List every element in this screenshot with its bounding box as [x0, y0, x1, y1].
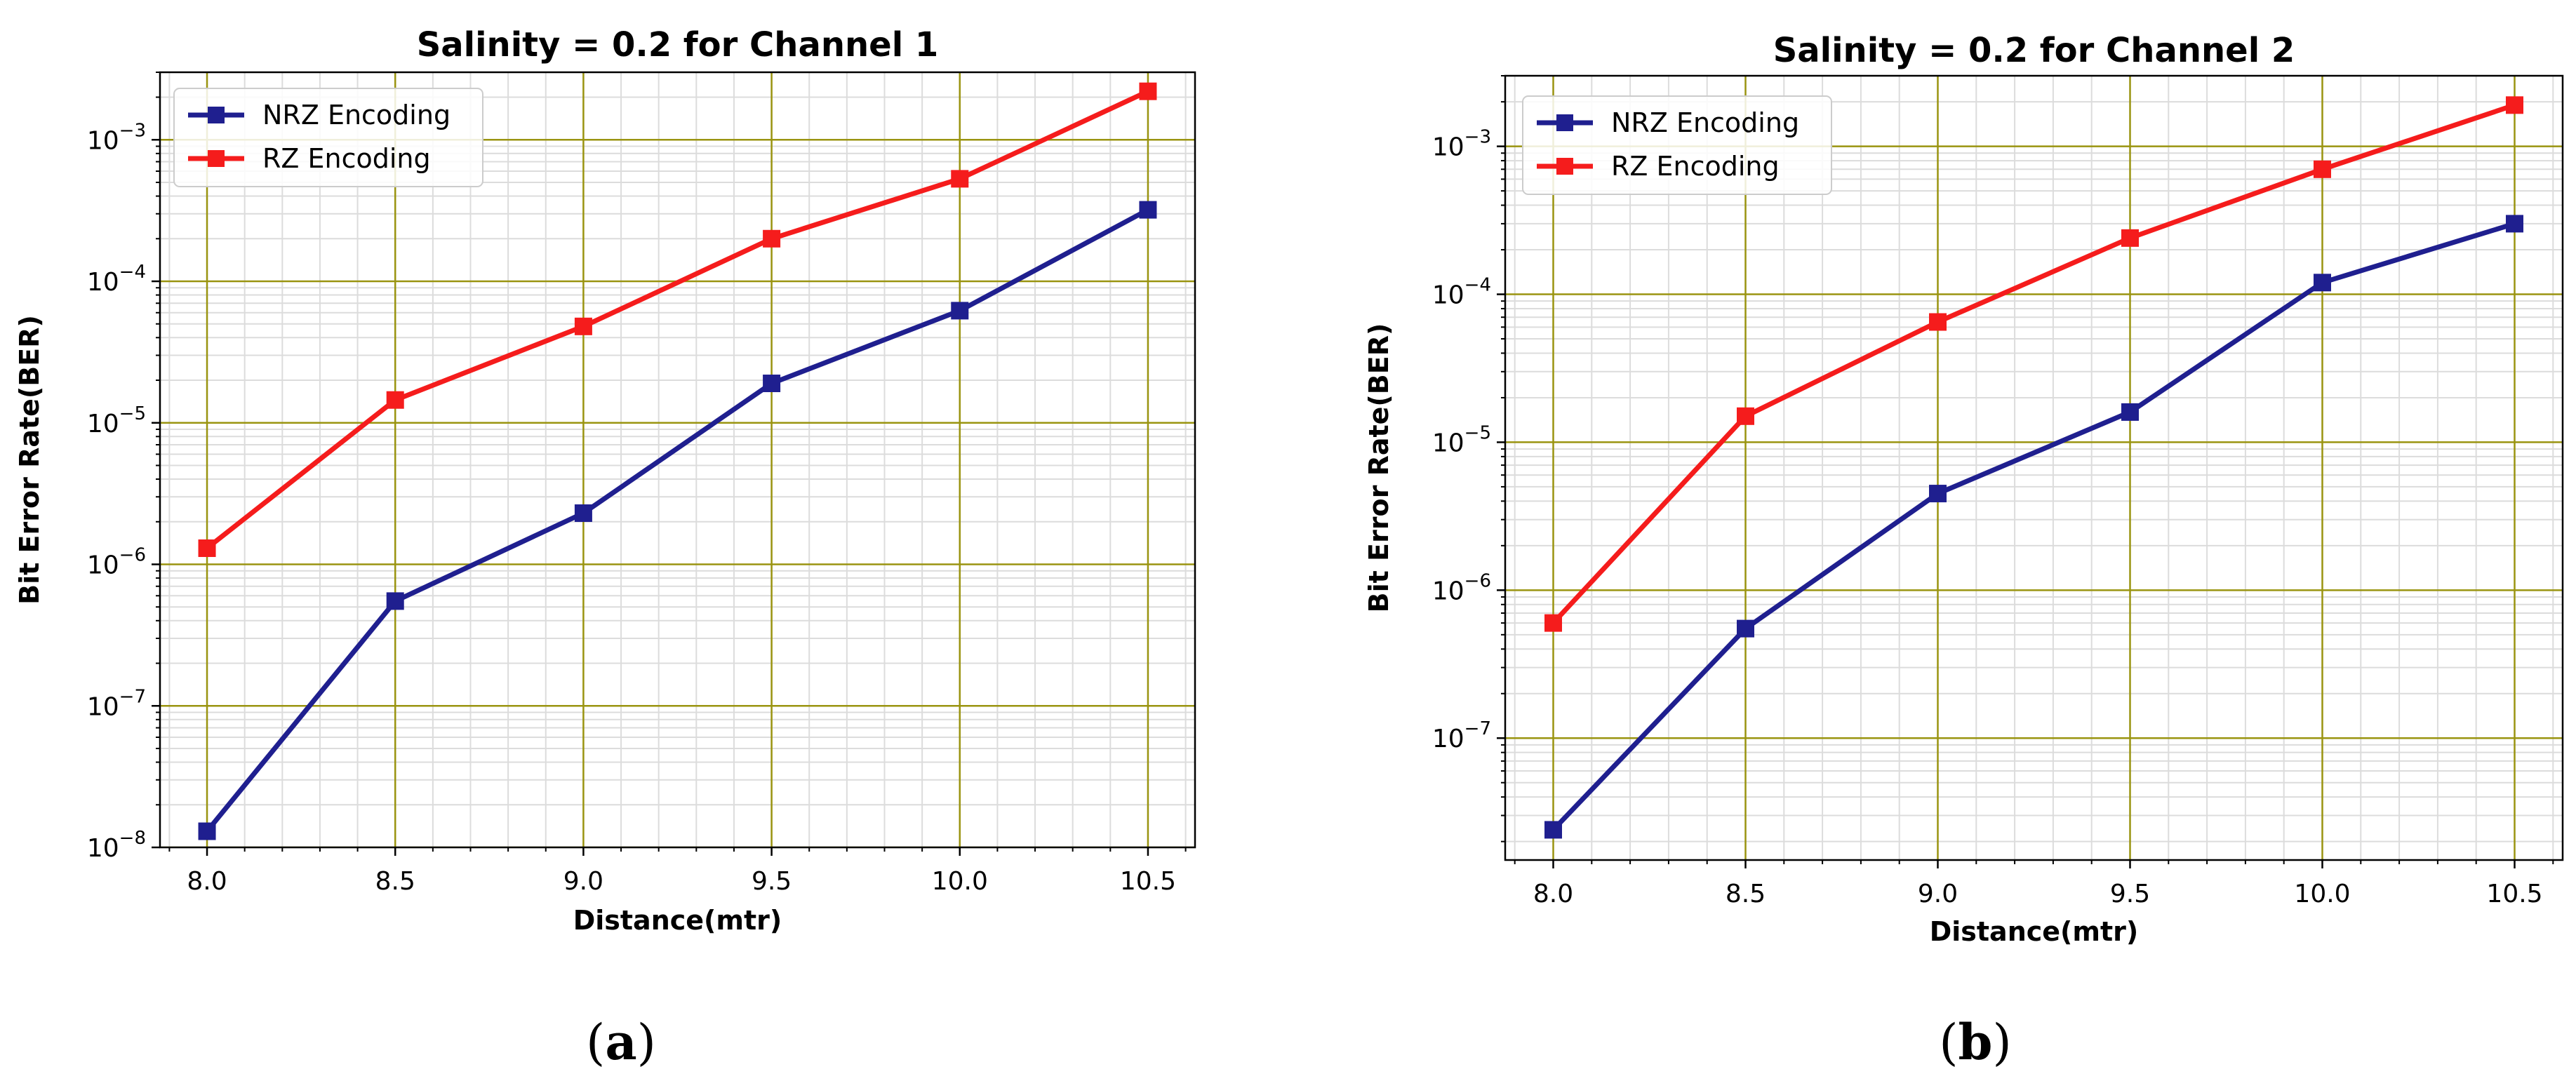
y-tick-label: 10−6: [87, 545, 146, 580]
data-point: [2121, 229, 2139, 247]
y-tick-label: 10−4: [87, 262, 146, 297]
legend-marker: [1556, 158, 1573, 175]
data-point: [951, 170, 969, 188]
chart-panel-1: 8.0 8.5 9.0 9.5 10.0 10.5 10−8 10−7 10−6 10−5 10−4…: [14, 25, 1196, 936]
x-tick-label: 10.0: [932, 867, 988, 896]
x-tick-label: 8.0: [187, 867, 227, 896]
x-tick-label: 10.5: [2486, 880, 2542, 908]
x-tick-label: 9.5: [2110, 880, 2150, 908]
series-line: [1551, 221, 2516, 832]
series-rz: [198, 82, 1157, 558]
legend-box: [173, 88, 483, 187]
series-nrz: [1544, 215, 2523, 839]
data-point: [2506, 215, 2523, 233]
y-tick-label: 10−4: [1432, 275, 1491, 310]
data-point: [386, 592, 404, 610]
series-rz: [1544, 96, 2523, 632]
x-tick-label: 9.5: [752, 867, 792, 896]
x-axis-title: Distance(mtr): [1930, 916, 2139, 947]
data-point: [2121, 403, 2139, 421]
chart-title: Salinity = 0.2 for Channel 2: [1773, 31, 2295, 70]
data-point: [386, 391, 404, 409]
legend-label: NRZ Encoding: [1611, 107, 1799, 138]
legend: NRZ Encoding RZ Encoding: [1522, 95, 1832, 195]
x-tick-label: 8.0: [1533, 880, 1573, 908]
data-point: [574, 504, 592, 523]
data-point: [1139, 82, 1157, 100]
x-tick-label: 9.0: [563, 867, 603, 896]
panel-label: (b): [1939, 1013, 2012, 1071]
y-tick-label: 10−3: [87, 120, 146, 155]
x-tick-label: 8.5: [375, 867, 415, 896]
y-axis-title: Bit Error Rate(BER): [1363, 323, 1394, 613]
data-point: [763, 229, 781, 248]
x-axis-title: Distance(mtr): [573, 905, 782, 936]
x-tick-label: 8.5: [1726, 880, 1766, 908]
y-tick-label: 10−5: [1432, 422, 1491, 457]
series-line: [205, 208, 1149, 833]
grid: [1505, 76, 2563, 860]
series-line: [1551, 102, 2516, 625]
legend-label: NRZ Encoding: [262, 100, 451, 130]
y-axis-title: Bit Error Rate(BER): [14, 315, 45, 605]
y-tick-label: 10−6: [1432, 570, 1491, 605]
data-point: [2314, 160, 2331, 178]
panel-label: (a): [586, 1013, 656, 1071]
series-line: [205, 89, 1149, 551]
plot-frame: [1504, 74, 2564, 861]
data-point: [763, 375, 781, 393]
data-point: [1544, 821, 1562, 839]
data-point: [951, 302, 969, 320]
x-tick-label: 9.0: [1918, 880, 1958, 908]
data-point: [198, 822, 216, 840]
chart-panel-2: 8.0 8.5 9.0 9.5 10.0 10.5 10−7 10−6 10−5 10−4 10−3…: [1363, 31, 2564, 947]
data-point: [2314, 274, 2331, 292]
data-point: [1929, 313, 1947, 331]
x-tick-label: 10.5: [1120, 867, 1176, 896]
legend-marker: [1556, 114, 1573, 131]
legend-label: RZ Encoding: [1611, 151, 1780, 182]
data-point: [1737, 407, 1754, 425]
legend-marker: [208, 107, 225, 123]
y-tick-label: 10−5: [87, 403, 146, 438]
data-point: [1737, 619, 1754, 638]
data-point: [1544, 614, 1562, 632]
y-tick-label: 10−7: [87, 686, 146, 721]
legend: NRZ Encoding RZ Encoding: [173, 88, 483, 187]
data-point: [574, 317, 592, 335]
y-tick-label: 10−8: [87, 828, 146, 863]
grid: [160, 72, 1195, 847]
data-point: [2506, 96, 2523, 114]
chart-title: Salinity = 0.2 for Channel 1: [417, 25, 939, 65]
y-tick-label: 10−3: [1432, 127, 1491, 162]
series-nrz: [198, 201, 1157, 840]
data-point: [198, 539, 216, 558]
legend-label: RZ Encoding: [262, 143, 431, 174]
legend-box: [1522, 95, 1832, 195]
data-point: [1139, 201, 1157, 219]
data-point: [1929, 485, 1947, 503]
x-tick-label: 10.0: [2294, 880, 2350, 908]
y-tick-label: 10−7: [1432, 718, 1491, 753]
plot-frame: [159, 71, 1196, 849]
legend-marker: [208, 150, 225, 167]
